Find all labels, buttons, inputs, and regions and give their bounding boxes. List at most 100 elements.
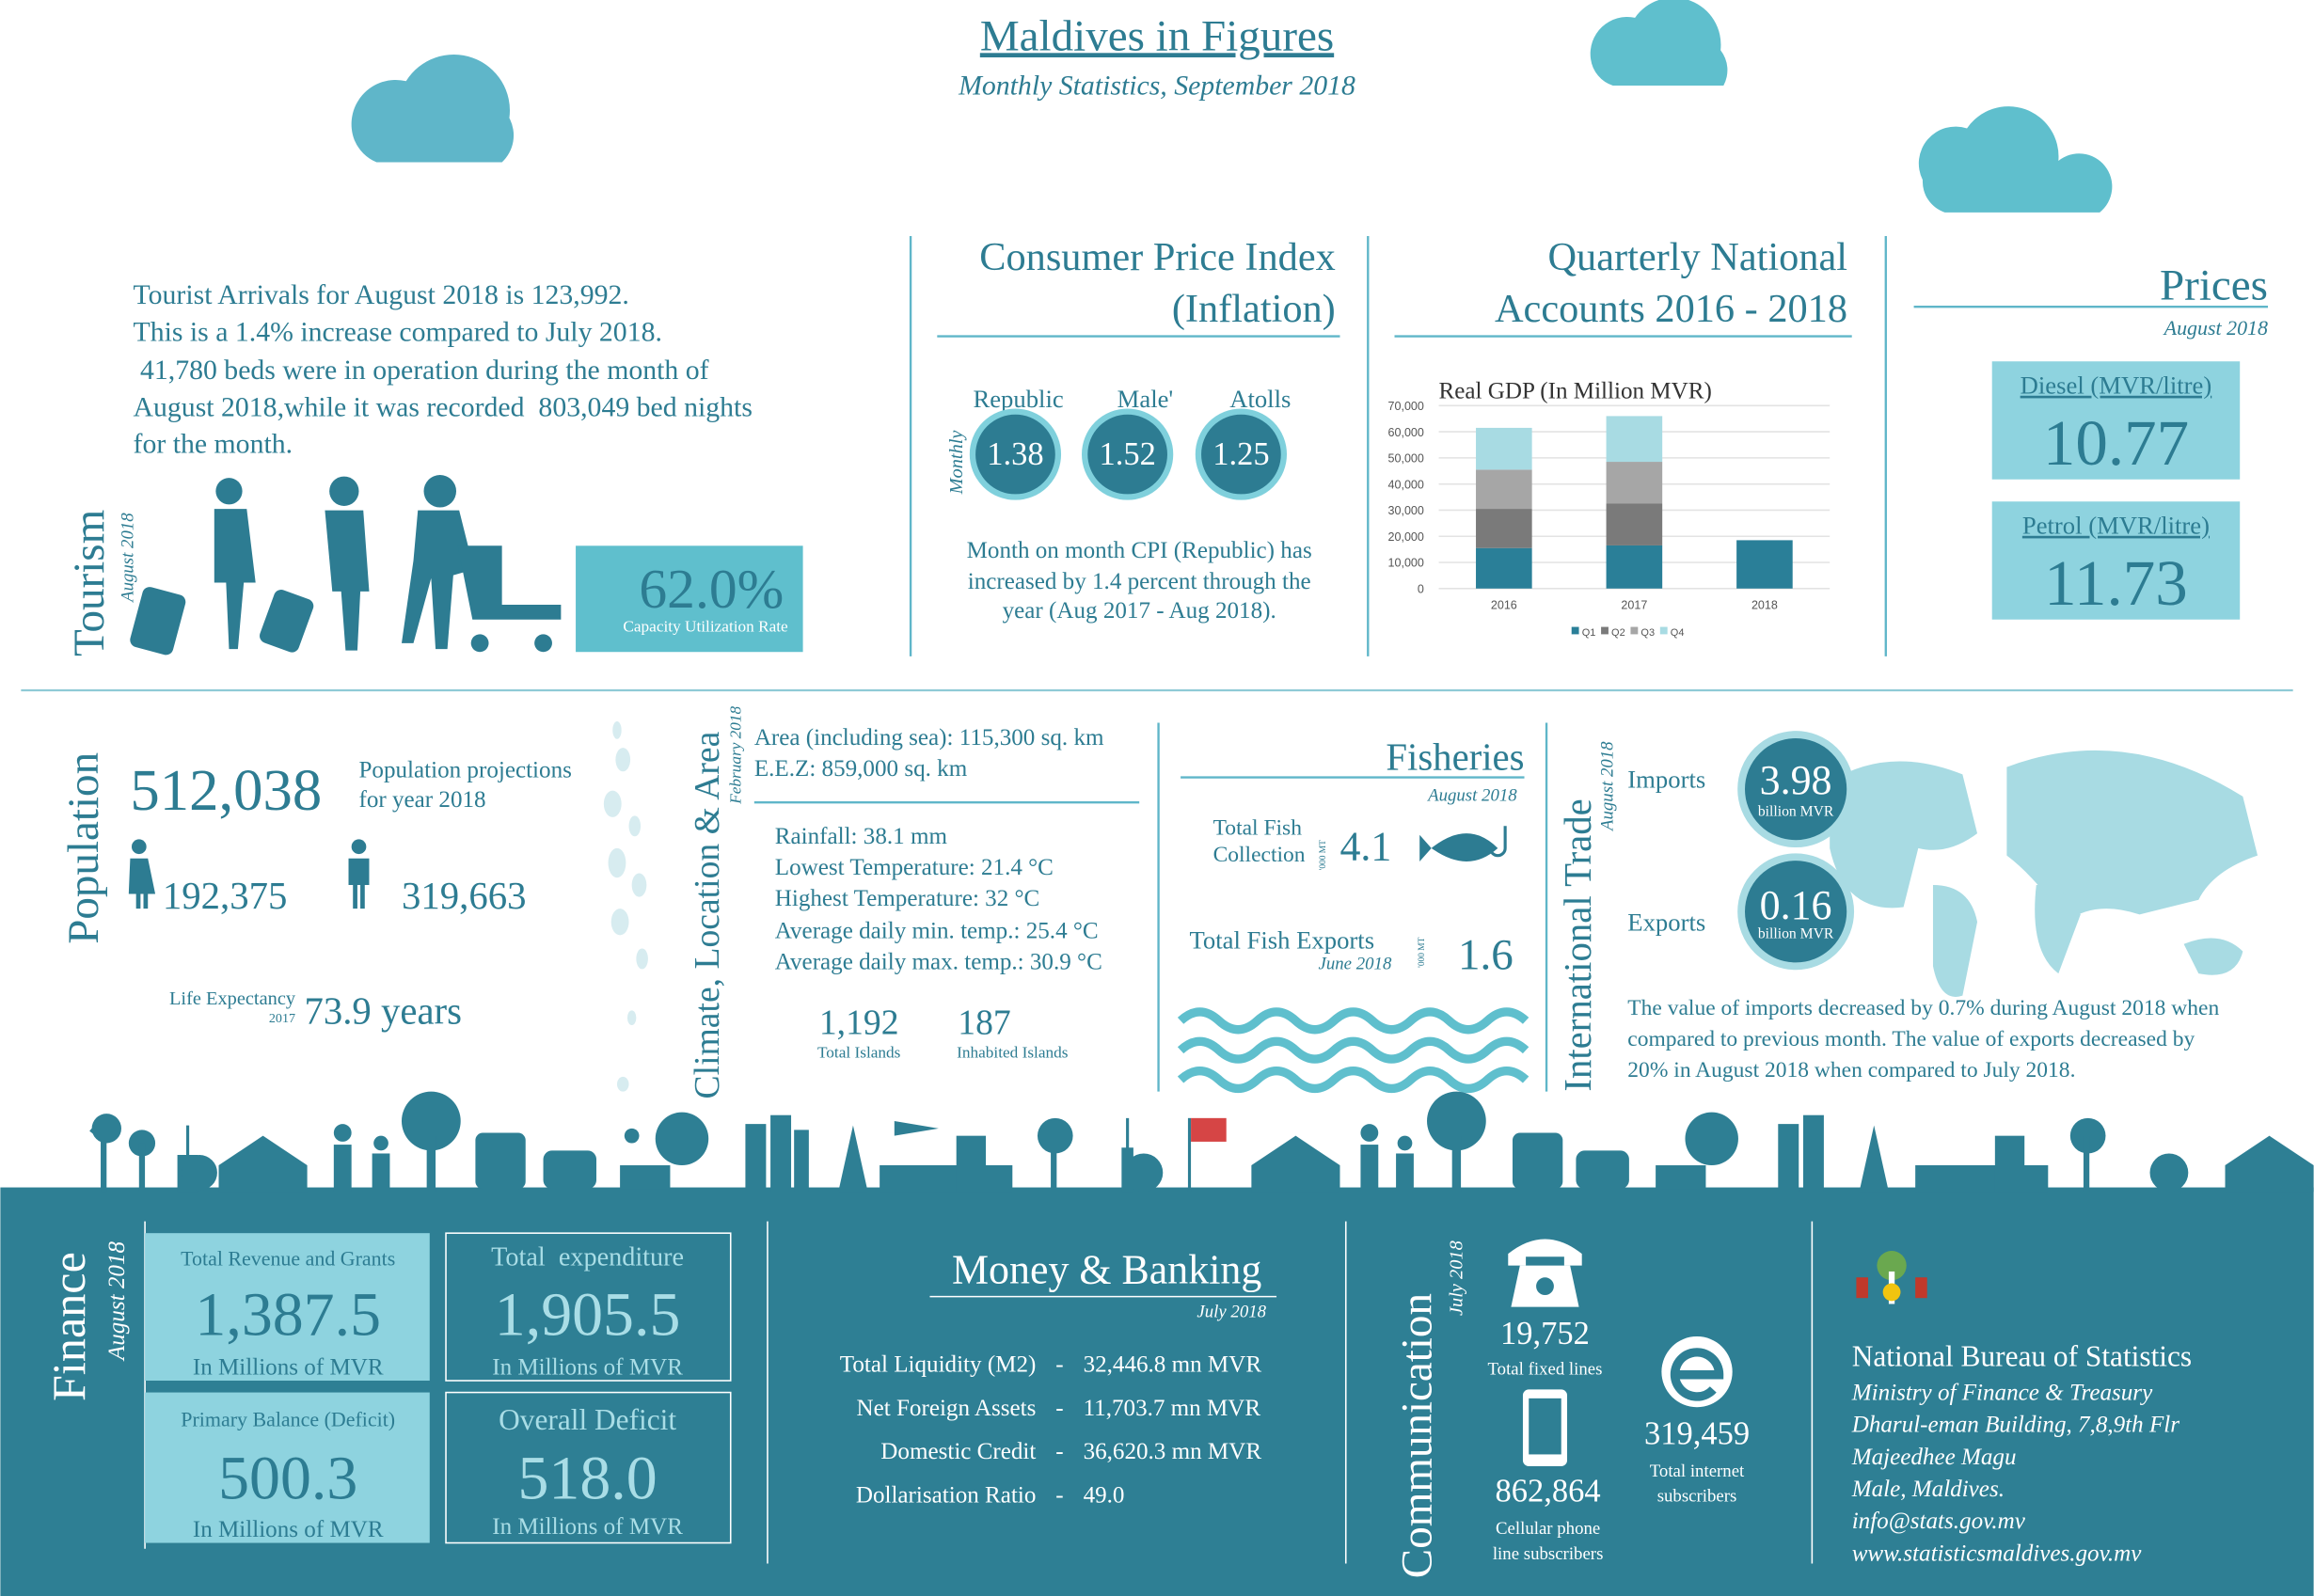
islands-value: 1,192 [819, 1003, 899, 1042]
fish-unit: '000 MT [1418, 937, 1427, 968]
finance-value: 1,387.5 [195, 1280, 381, 1349]
dividers [767, 1221, 1814, 1564]
cpi-bubbles: Republic 1.38 Male' 1.52 Atolls 1.25 [969, 385, 1291, 500]
text-line: for the month. [134, 428, 293, 459]
price-label: Diesel (MVR/litre) [2021, 371, 2212, 400]
trade-note: 20% in August 2018 when compared to July… [1627, 1058, 2075, 1082]
finance-box [445, 1232, 732, 1382]
banking-value: 36,620.3 mn MVR [1084, 1439, 1262, 1464]
rate-label: Capacity Utilization Rate [623, 617, 788, 635]
trade-value: 3.98 [1760, 758, 1832, 803]
weather-line: Highest Temperature: 32 °C [775, 886, 1040, 911]
section-label: Tourism [65, 510, 114, 656]
life-label: Life Expectancy [169, 988, 296, 1009]
legend-label: Q1 [1582, 627, 1596, 639]
price-box [1991, 501, 2241, 620]
finance-box [445, 1391, 732, 1544]
area-line: E.E.Z: 859,000 sq. km [754, 756, 968, 782]
waves [1177, 1007, 1529, 1094]
world-map [1830, 750, 2259, 997]
contact-line: Dharul-eman Building, 7,8,9th Flr [1851, 1413, 2180, 1438]
trade-note: compared to previous month. The value of… [1627, 1027, 2195, 1051]
price-value: 11.73 [2044, 547, 2188, 619]
section-date: July 2018 [1447, 1240, 1467, 1316]
price-box [1991, 361, 2241, 480]
life-value: 73.9 years [304, 989, 462, 1032]
accounts-title: Accounts 2016 - 2018 [1495, 287, 1847, 331]
contact-line: www.statisticsmaldives.gov.mv [1852, 1541, 2143, 1566]
maldives-map [603, 720, 648, 1092]
bar-segment [1476, 427, 1532, 470]
section-label: Finance [42, 1252, 95, 1401]
finance-unit: In Millions of MVR [193, 1355, 384, 1381]
trade-circle [1737, 853, 1855, 971]
comm-label: Total internet [1650, 1462, 1745, 1481]
subtitle: Monthly Statistics, September 2018 [958, 70, 1355, 101]
legend-swatch [1630, 626, 1639, 635]
trade-unit: billion MVR [1758, 925, 1834, 941]
contact-line: Ministry of Finance & Treasury [1851, 1380, 2153, 1405]
comm-label: subscribers [1657, 1487, 1737, 1507]
y-tick-label: 10,000 [1388, 557, 1424, 570]
dividers [21, 235, 2293, 1092]
y-tick-label: 30,000 [1388, 504, 1424, 517]
bar-segment [1476, 547, 1532, 589]
population-note: Population projections [358, 758, 571, 783]
banking-label: Total Liquidity (M2) [840, 1352, 1037, 1378]
fish-value: 1.6 [1458, 930, 1514, 979]
comm-value: 319,459 [1644, 1415, 1750, 1451]
banking-table: Total Liquidity (M2) -32,446.8 mn MVRNet … [840, 1352, 1262, 1509]
finance-unit: In Millions of MVR [193, 1517, 384, 1542]
bar-segment [1606, 503, 1663, 545]
prices-title: Prices [2160, 261, 2268, 309]
cpi-period: Monthly [946, 430, 967, 496]
weather-line: Average daily min. temp.: 25.4 °C [775, 918, 1099, 943]
banking-sep: - [1055, 1396, 1063, 1421]
section-label: Population [59, 752, 108, 944]
male-value: 319,663 [402, 875, 527, 917]
rate-box [576, 545, 803, 653]
y-tick-label: 60,000 [1388, 426, 1424, 439]
text-line: 41,780 beds were in operation during the… [134, 355, 709, 386]
chart-title: Real GDP (In Million MVR) [1439, 378, 1712, 403]
fisheries-date: August 2018 [1426, 786, 1517, 806]
finance-unit: In Millions of MVR [492, 1355, 683, 1381]
text-line: Tourist Arrivals for August 2018 is 123,… [134, 279, 629, 310]
trade-note: The value of imports decreased by 0.7% d… [1627, 996, 2219, 1020]
section-label: Communication [1393, 1293, 1442, 1578]
banking-value: 11,703.7 mn MVR [1084, 1396, 1261, 1421]
cpi-circle [1082, 408, 1174, 500]
y-tick-label: 70,000 [1388, 400, 1424, 413]
trade-unit: billion MVR [1758, 803, 1834, 819]
section-date: August 2018 [119, 513, 138, 604]
weather-line: Rainfall: 38.1 mm [775, 824, 948, 849]
text-line: This is a 1.4% increase compared to July… [134, 316, 662, 347]
cpi-label: Male' [1117, 385, 1174, 413]
finance-title: Overall Deficit [499, 1403, 676, 1436]
y-tick-label: 40,000 [1388, 478, 1424, 491]
islands-label: Total Islands [817, 1044, 901, 1062]
banking-date: July 2018 [1197, 1303, 1266, 1322]
cpi-title: (Inflation) [1172, 287, 1336, 331]
contact-org: National Bureau of Statistics [1852, 1339, 2192, 1372]
legend-label: Q4 [1671, 627, 1685, 639]
comm-value: 862,864 [1496, 1474, 1601, 1509]
finance-box [145, 1392, 430, 1543]
contact-line: Majeedhee Magu [1851, 1445, 2017, 1470]
fish-label: Collection [1213, 843, 1306, 867]
population-value: 512,038 [130, 757, 322, 823]
cpi-note: year (Aug 2017 - Aug 2018). [1003, 598, 1276, 624]
comm-icons [1508, 1239, 1733, 1466]
contact-line: Male, Maldives. [1851, 1477, 2005, 1502]
price-label: Petrol (MVR/litre) [2022, 512, 2210, 540]
banking-sep: - [1055, 1352, 1063, 1378]
fish-value: 4.1 [1339, 824, 1391, 869]
clouds [351, 0, 2113, 213]
comm-value: 19,752 [1500, 1316, 1590, 1351]
comm-label: Total fixed lines [1487, 1360, 1602, 1380]
cpi-value: 1.38 [987, 436, 1043, 472]
x-tick-label: 2017 [1621, 599, 1647, 612]
banking-sep: - [1055, 1439, 1063, 1464]
title: Maldives in Figures [980, 11, 1334, 60]
